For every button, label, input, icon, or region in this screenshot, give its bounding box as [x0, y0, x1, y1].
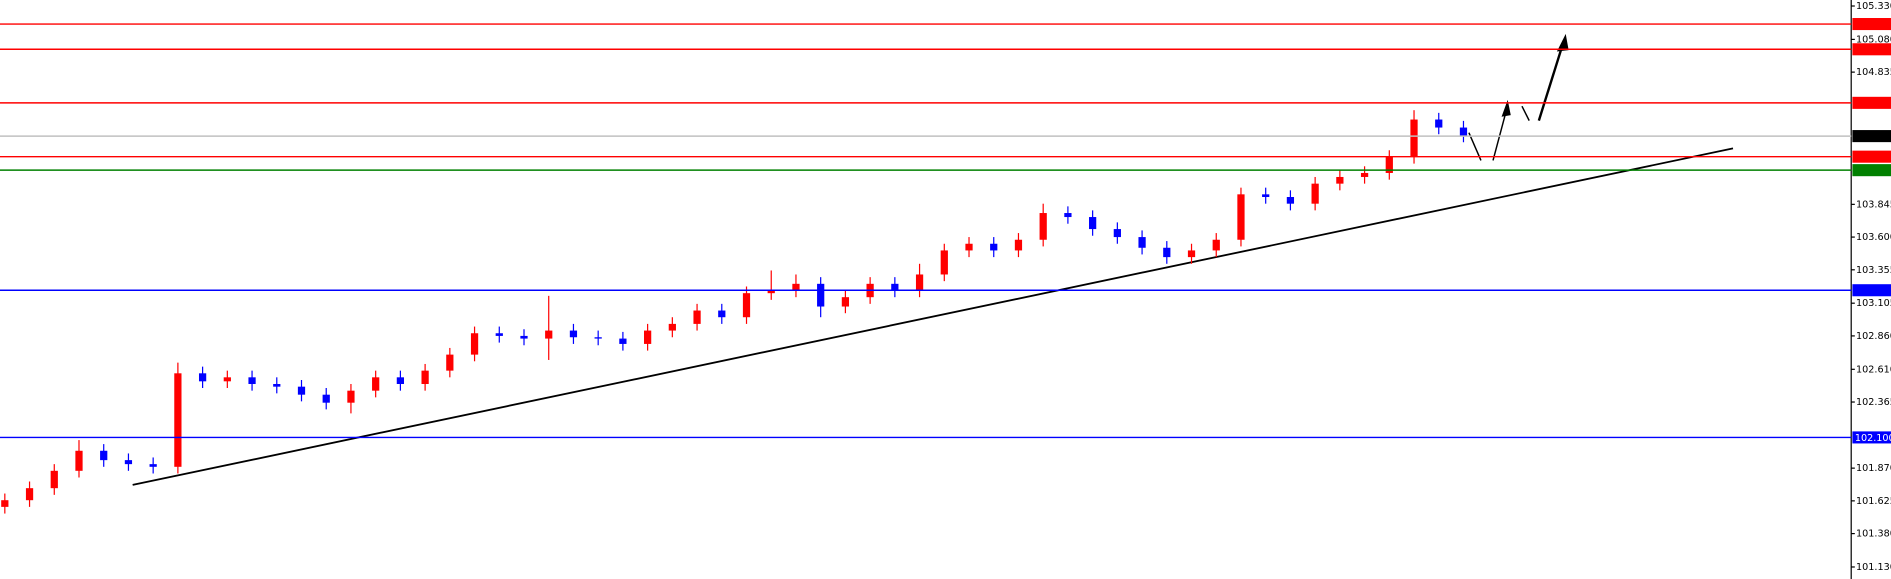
candle-body [965, 243, 973, 251]
arrow-segment [1468, 132, 1482, 161]
candle-body [915, 274, 924, 291]
y-tick-label: 101.130 [1856, 562, 1891, 573]
price-level-label: 102.100 [1855, 433, 1891, 444]
candle-body [470, 333, 479, 355]
candle-body [668, 323, 676, 331]
y-tick-label: 103.105 [1856, 298, 1891, 309]
candle-body [297, 386, 306, 395]
candle-body [891, 283, 899, 291]
candle-body [619, 338, 627, 344]
y-tick-label: 103.845 [1856, 199, 1891, 210]
candle-body [223, 377, 231, 382]
candle-body [520, 335, 528, 339]
candle-body [1385, 156, 1393, 173]
y-tick-label: 102.365 [1856, 397, 1891, 408]
price-level-tag [1852, 431, 1891, 444]
candle-body [1237, 194, 1245, 240]
candle-body [1311, 183, 1319, 204]
candle-body [149, 464, 157, 467]
candle-body [792, 283, 800, 291]
candle-body [1262, 194, 1270, 198]
y-tick-label: 102.860 [1856, 331, 1891, 342]
candle-body [446, 354, 454, 371]
y-tick-label: 103.600 [1856, 232, 1891, 243]
candle-body [1064, 213, 1072, 218]
candle-body [273, 383, 281, 387]
price-level-tag [1852, 284, 1891, 297]
candle-body [198, 373, 207, 382]
candle-body [495, 333, 503, 336]
candle-body [174, 373, 182, 467]
price-level-tag [1852, 164, 1891, 177]
trend-line [132, 147, 1734, 486]
candle-body [124, 460, 133, 465]
candle-body [1410, 119, 1418, 157]
candle-body [767, 290, 775, 294]
candle-body [25, 488, 34, 501]
candle-body [1, 500, 9, 507]
price-level-tag [1852, 150, 1891, 163]
arrow-segment [1537, 39, 1566, 121]
y-tick-label: 101.870 [1856, 463, 1891, 474]
candle-body [940, 250, 948, 275]
candle-body [75, 450, 83, 471]
price-level-tag [1852, 18, 1891, 31]
y-tick-label: 105.330 [1856, 1, 1891, 12]
candle-body [1360, 172, 1369, 177]
candle-body [1212, 239, 1220, 251]
y-tick-label: 105.080 [1856, 34, 1891, 45]
candle-body [1286, 197, 1295, 204]
candle-body [1138, 237, 1146, 248]
candle-body [1163, 247, 1171, 258]
candle-body [990, 243, 998, 251]
candle-body [248, 377, 256, 384]
candle-body [322, 394, 330, 403]
arrow-segment [1521, 105, 1530, 121]
price-level-tag [1852, 96, 1891, 109]
candle-body [1014, 239, 1023, 251]
candle-body [421, 370, 429, 384]
candle-body [569, 330, 578, 338]
y-tick-label: 102.610 [1856, 364, 1891, 375]
candle-body [100, 450, 108, 461]
candle-body [347, 390, 355, 403]
y-tick-label: 103.355 [1856, 265, 1891, 276]
candle-body [693, 310, 701, 324]
y-tick-label: 101.625 [1856, 496, 1891, 507]
candle-body [718, 310, 726, 318]
candle-body [644, 330, 652, 344]
candle-body [1336, 176, 1344, 184]
arrow-head [1501, 99, 1511, 117]
y-tick-label: 104.835 [1856, 67, 1891, 78]
candle-body [742, 293, 751, 318]
candle-body [50, 470, 58, 489]
candle-body [817, 283, 825, 307]
candle-body [1187, 250, 1196, 258]
candle-body [1039, 213, 1047, 240]
candle-body [594, 337, 602, 339]
candle-body [396, 377, 405, 384]
price-level-tag [1852, 43, 1891, 56]
candle-body [372, 377, 380, 391]
candle-body [1459, 127, 1468, 136]
candle-body [1113, 229, 1121, 238]
y-tick-label: 101.380 [1856, 529, 1891, 540]
forecast-arrows [1468, 33, 1569, 161]
candle-body [545, 330, 553, 339]
candle-body [1089, 217, 1097, 230]
candle-body [1435, 119, 1443, 128]
candle-body [841, 297, 850, 307]
current-price-tag [1852, 130, 1891, 143]
arrow-head [1556, 33, 1569, 52]
